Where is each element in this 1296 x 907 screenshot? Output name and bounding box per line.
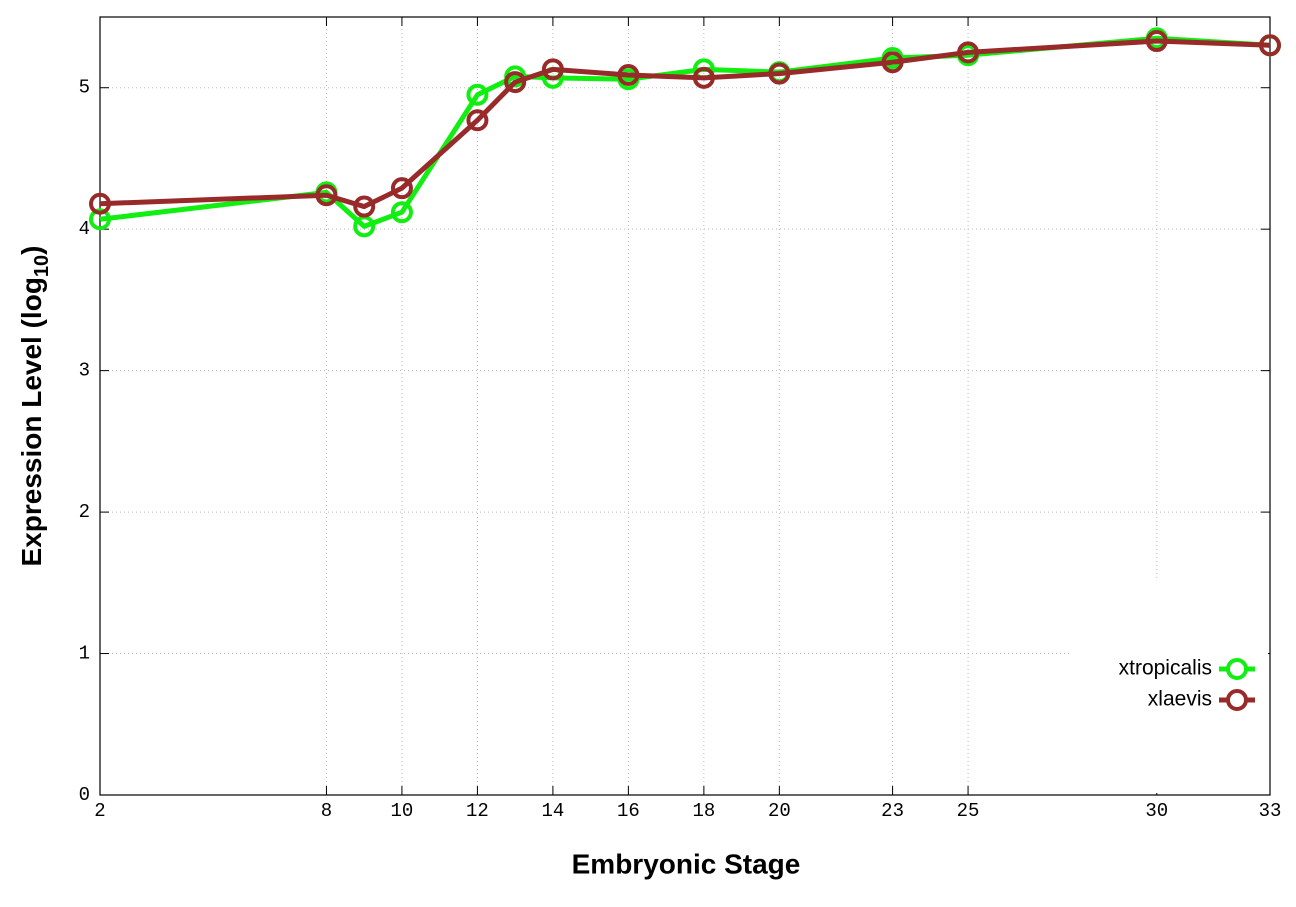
legend-label: xtropicalis [1119,657,1212,680]
point [353,195,376,218]
point [504,71,527,94]
y-tick-label: 1 [79,643,90,665]
point [617,63,640,86]
x-tick-label: 10 [391,800,414,822]
legend-background [1072,580,1268,793]
x-tick-label: 12 [466,800,489,822]
x-tick-label: 8 [321,800,332,822]
point [1145,30,1168,53]
point [390,177,413,200]
point [881,51,904,74]
plot-frame [99,16,1271,796]
point [89,208,111,231]
point [466,83,489,106]
x-tick-label: 18 [692,800,715,822]
point [315,184,338,207]
x-tick-label: 20 [768,800,791,822]
y-tick-label: 2 [79,501,90,523]
point [1259,34,1281,57]
x-tick-label: 33 [1259,800,1282,822]
y-tick-label: 4 [79,218,90,240]
x-tick-label: 25 [957,800,980,822]
x-tick-label: 16 [617,800,640,822]
x-axis-label: Embryonic Stage [572,848,801,879]
y-tick-label: 3 [79,360,90,382]
x-tick-label: 2 [94,800,105,822]
legend-marker [1226,658,1248,680]
point [390,201,413,224]
legend-marker [1226,689,1248,711]
series-line [99,38,1271,210]
point [541,58,564,81]
x-tick-label: 30 [1145,800,1168,822]
legend-label: xlaevis [1148,688,1212,711]
point [957,41,980,64]
y-tick-label: 0 [79,784,90,806]
point [89,192,111,215]
x-tick-label: 14 [541,800,564,822]
point [692,66,715,89]
point [768,62,791,85]
x-tick-label: 23 [881,800,904,822]
y-tick-label: 5 [79,77,90,99]
point [466,109,489,132]
y-axis-label: Expression Level (log10) [16,246,53,567]
